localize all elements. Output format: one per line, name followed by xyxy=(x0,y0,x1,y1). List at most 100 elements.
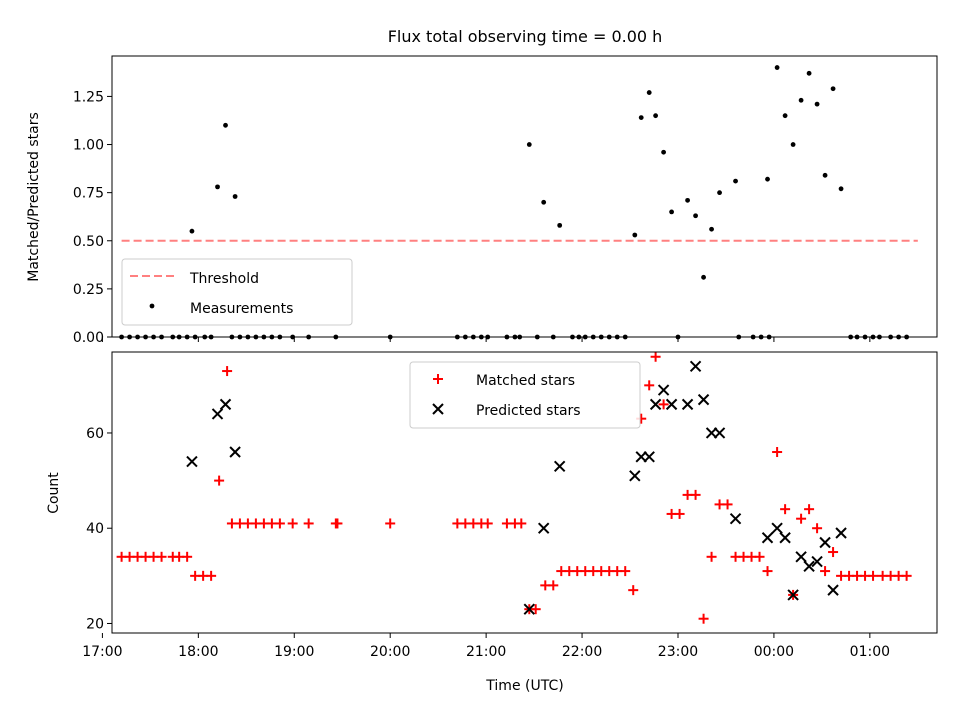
predicted-star-point xyxy=(697,393,710,406)
x-stroke xyxy=(432,403,444,415)
x-stroke xyxy=(553,460,566,473)
measurement-point xyxy=(685,197,690,203)
matched-star-point xyxy=(762,566,773,577)
measurement-point xyxy=(733,178,738,184)
matched-star-point xyxy=(620,566,631,577)
legend-threshold-label: Threshold xyxy=(189,271,259,287)
predicted-star-point xyxy=(779,532,791,544)
top-axes-frame xyxy=(111,55,938,338)
x-stroke xyxy=(229,446,241,458)
top-y-tick-label: 0.00 xyxy=(73,330,104,346)
measurement-point xyxy=(717,190,722,196)
measurement-point xyxy=(814,101,820,107)
x-stroke xyxy=(186,455,198,468)
top-plot-area: 0.00 0.25 0.50 0.75 1.00 1.25 Matched/Predict… xyxy=(26,55,938,346)
x-stroke xyxy=(643,451,655,463)
matched-star-point xyxy=(530,604,541,615)
bottom-x-tick-label: 21:00 xyxy=(466,644,506,660)
matched-star-point xyxy=(674,508,685,519)
matched-star-point xyxy=(658,399,669,410)
predicted-star-point xyxy=(649,398,662,411)
measurement-point xyxy=(693,213,698,219)
measurement-point xyxy=(806,70,812,76)
predicted-star-point xyxy=(795,551,807,563)
matched-star-point xyxy=(796,513,807,524)
top-legend: Threshold Measurements xyxy=(121,258,353,326)
x-stroke xyxy=(779,532,791,544)
x-stroke xyxy=(697,393,710,406)
measurement-point xyxy=(632,232,638,238)
measurement-point xyxy=(830,86,836,92)
legend-matched-label: Matched stars xyxy=(476,373,575,389)
bottom-legend: Matched stars Predicted stars xyxy=(409,361,641,429)
bottom-y-tick-label: 40 xyxy=(86,521,104,537)
predicted-star-point xyxy=(827,584,839,596)
legend-matched-swatch xyxy=(433,374,443,384)
predicted-star-point xyxy=(771,522,783,534)
top-y-tick-label: 0.25 xyxy=(73,282,104,298)
measurement-point xyxy=(653,113,659,119)
predicted-star-point xyxy=(537,522,550,534)
bottom-x-tick-label: 01:00 xyxy=(850,644,890,660)
predicted-star-point xyxy=(761,532,774,544)
top-y-tick-label: 0.75 xyxy=(73,186,104,202)
bottom-data-marks xyxy=(116,351,912,624)
x-stroke xyxy=(787,589,799,601)
predicted-star-point xyxy=(819,536,831,549)
predicted-star-point xyxy=(729,512,742,525)
bottom-legend-box xyxy=(409,361,641,429)
matched-star-point xyxy=(303,518,314,529)
matched-star-point xyxy=(222,366,233,377)
predicted-star-point xyxy=(229,446,241,458)
matched-star-point xyxy=(206,570,217,581)
predicted-star-point xyxy=(211,408,224,420)
predicted-star-point xyxy=(681,398,694,411)
matched-star-point xyxy=(804,504,815,515)
measurement-point xyxy=(215,184,220,190)
legend-predicted-label: Predicted stars xyxy=(476,403,581,419)
top-x-ticks xyxy=(101,337,871,342)
bottom-y-axis: 20 40 60 xyxy=(86,426,112,632)
x-stroke xyxy=(665,398,678,411)
matched-star-point xyxy=(772,447,783,458)
x-stroke xyxy=(835,527,847,539)
top-chart-title: Flux total observing time = 0.00 h xyxy=(388,27,663,46)
matched-star-point xyxy=(650,351,661,362)
predicted-star-point xyxy=(665,398,678,411)
measurement-point xyxy=(526,142,532,147)
measurement-point xyxy=(541,199,547,205)
top-y-tick-label: 1.25 xyxy=(73,89,104,105)
x-stroke xyxy=(689,360,702,372)
bottom-x-axis: 17:00 18:00 19:00 20:00 21:00 22:00 23:00 00:00… xyxy=(82,633,890,660)
measurement-point xyxy=(701,274,706,280)
measurement-point xyxy=(646,90,652,95)
matched-star-point xyxy=(780,504,791,515)
predicted-star-point xyxy=(657,384,670,396)
bottom-plot-area: 20 40 60 17:00 18:00 19:00 20:00 21:00 22:00 23:… xyxy=(46,351,938,694)
measurement-point xyxy=(838,186,844,192)
bottom-x-tick-label: 17:00 xyxy=(82,644,122,660)
matched-star-point xyxy=(706,551,717,562)
predicted-star-point xyxy=(803,560,815,573)
matched-star-point xyxy=(698,613,709,624)
top-y-axis: 0.00 0.25 0.50 0.75 1.00 1.25 xyxy=(73,89,112,346)
measurement-point xyxy=(765,176,770,182)
bottom-x-tick-label: 20:00 xyxy=(370,644,410,660)
matched-star-point xyxy=(214,475,225,486)
x-stroke xyxy=(629,470,641,482)
bottom-x-tick-label: 18:00 xyxy=(178,644,218,660)
x-stroke xyxy=(219,398,232,411)
x-stroke xyxy=(819,536,831,549)
matched-star-point xyxy=(901,570,912,581)
predicted-star-point xyxy=(689,360,702,372)
x-stroke xyxy=(761,532,774,544)
bottom-x-axis-label: Time (UTC) xyxy=(485,678,563,694)
x-stroke xyxy=(713,427,726,439)
measurement-point xyxy=(223,122,228,128)
matched-star-point xyxy=(722,499,733,510)
measurement-point xyxy=(709,226,714,232)
x-stroke xyxy=(649,398,662,411)
bottom-x-tick-label: 19:00 xyxy=(274,644,314,660)
matched-star-point xyxy=(820,566,831,577)
measurement-point xyxy=(232,194,238,199)
